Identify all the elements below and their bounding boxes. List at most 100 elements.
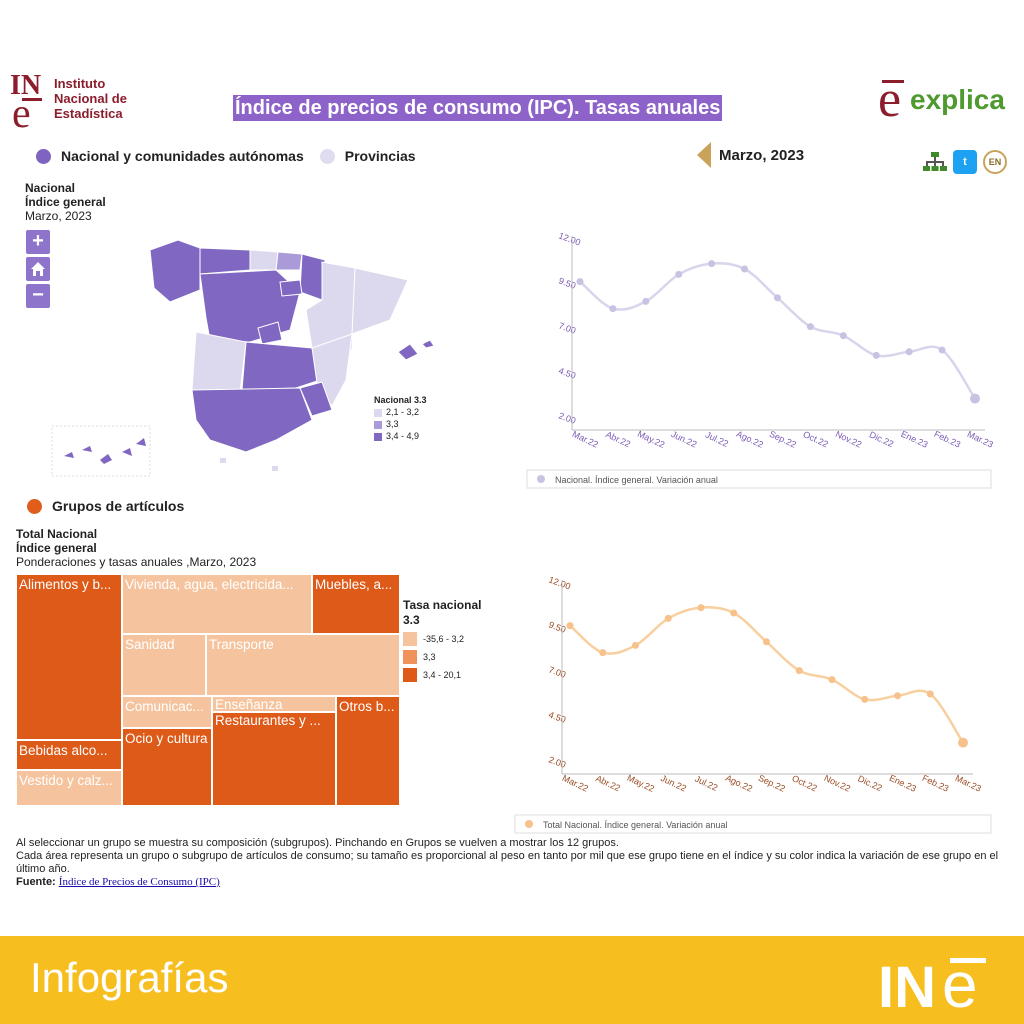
region-la-rioja[interactable] <box>279 279 303 297</box>
data-point[interactable] <box>795 667 803 675</box>
region-baleares[interactable] <box>397 339 435 361</box>
home-button[interactable] <box>26 257 50 281</box>
footer-label: Infografías <box>30 954 229 1001</box>
region-navarra[interactable] <box>299 253 326 301</box>
zoom-out-button[interactable]: − <box>26 284 50 308</box>
region-canarias[interactable] <box>64 438 146 464</box>
data-point[interactable] <box>632 641 639 649</box>
treemap-cell-comunicaciones[interactable]: Comunicac... <box>122 696 212 728</box>
radio-provinces-label[interactable]: Provincias <box>344 148 416 164</box>
treemap-cell-sanidad[interactable]: Sanidad <box>122 634 206 696</box>
region-asturias[interactable] <box>199 247 251 275</box>
data-point[interactable] <box>926 690 934 698</box>
treemap-heading-scope: Total Nacional <box>16 527 98 541</box>
data-point[interactable] <box>938 346 946 354</box>
x-tick-label: Ene.23 <box>888 773 918 794</box>
current-date: Marzo, 2023 <box>719 146 805 164</box>
region-castilla-leon[interactable] <box>199 269 301 343</box>
note-line-1: Al seleccionar un grupo se muestra su co… <box>16 837 619 849</box>
treemap-cell-bebidas[interactable]: Bebidas alco... <box>16 740 122 770</box>
radio-groups[interactable] <box>27 498 42 514</box>
data-point[interactable] <box>806 323 814 331</box>
data-point[interactable] <box>697 604 705 612</box>
data-point[interactable] <box>970 393 980 404</box>
spain-map[interactable] <box>50 230 450 480</box>
map-heading-scope: Nacional <box>25 181 76 195</box>
data-point[interactable] <box>741 265 749 273</box>
region-cataluna[interactable] <box>351 267 409 335</box>
twitter-icon[interactable]: t <box>953 150 977 174</box>
treemap-cell-vivienda[interactable]: Vivienda, agua, electricida... <box>122 574 312 634</box>
region-murcia[interactable] <box>299 381 333 417</box>
treemap-cell-restaurantes[interactable]: Restaurantes y ... <box>212 712 336 806</box>
region-galicia[interactable] <box>149 239 201 303</box>
x-tick-label: Abr.22 <box>604 429 632 449</box>
treemap-cell-vestido[interactable]: Vestido y calz... <box>16 770 122 806</box>
data-point[interactable] <box>566 622 574 630</box>
language-en-icon[interactable]: EN <box>983 150 1007 174</box>
radio-national-communities[interactable] <box>36 148 51 164</box>
data-point[interactable] <box>958 737 968 748</box>
radio-groups-label[interactable]: Grupos de artículos <box>52 498 185 514</box>
x-tick-label: Jun.22 <box>670 429 699 449</box>
legend-label[interactable]: Total Nacional. Índice general. Variació… <box>543 820 727 830</box>
ine-logo[interactable]: IN e Instituto Nacional de Estadística <box>10 70 127 137</box>
data-point[interactable] <box>730 609 738 617</box>
radio-provinces[interactable] <box>319 148 335 164</box>
x-tick-label: May.22 <box>636 429 666 450</box>
data-point[interactable] <box>894 692 901 700</box>
treemap-cell-otros[interactable]: Otros b... <box>336 696 400 806</box>
treemap-cell-transporte[interactable]: Transporte <box>206 634 400 696</box>
region-andalucia[interactable] <box>191 387 313 453</box>
series-line <box>569 606 965 744</box>
treemap-cell-muebles[interactable]: Muebles, a... <box>312 574 400 634</box>
treemap-legend-item: 3,3 <box>403 650 483 664</box>
y-tick-label: 7.00 <box>547 664 567 679</box>
data-point[interactable] <box>763 638 770 646</box>
map-legend: Nacional 3.3 2,1 - 3,2 3,3 3,4 - 4,9 <box>374 394 427 442</box>
data-point[interactable] <box>839 332 847 340</box>
region-madrid[interactable] <box>257 321 283 345</box>
region-melilla[interactable] <box>272 466 278 471</box>
data-point[interactable] <box>599 649 607 657</box>
x-tick-label: Ago.22 <box>724 773 754 794</box>
data-point[interactable] <box>642 297 650 305</box>
canarias-inset-frame <box>51 425 151 477</box>
data-point[interactable] <box>828 676 836 684</box>
x-tick-label: May.22 <box>626 773 656 794</box>
data-point[interactable] <box>708 260 716 268</box>
region-cantabria[interactable] <box>249 249 279 271</box>
data-point[interactable] <box>905 348 913 356</box>
sitemap-icon[interactable] <box>923 150 947 174</box>
region-pais-vasco[interactable] <box>275 251 303 271</box>
treemap-cell-ocio[interactable]: Ocio y cultura <box>122 728 212 806</box>
scope-selector: Nacional y comunidades autónomas Provinc… <box>36 148 432 164</box>
x-tick-label: Dic.22 <box>868 429 895 449</box>
data-point[interactable] <box>609 305 617 313</box>
data-point[interactable] <box>872 351 880 359</box>
data-point[interactable] <box>861 695 869 703</box>
y-tick-label: 9.50 <box>547 619 567 634</box>
legend-label[interactable]: Nacional. Índice general. Variación anua… <box>555 475 718 485</box>
ine-logo-text: Instituto Nacional de Estadística <box>54 76 127 121</box>
data-point[interactable] <box>576 278 584 286</box>
map-heading: Nacional Índice general Marzo, 2023 <box>25 181 106 223</box>
data-point[interactable] <box>675 270 683 278</box>
zoom-in-button[interactable]: + <box>26 230 50 254</box>
explica-logo[interactable]: e explica <box>878 71 1005 128</box>
region-castilla-la-mancha[interactable] <box>241 341 321 391</box>
source-label: Fuente: <box>16 876 56 888</box>
x-tick-label: Nov.22 <box>834 429 863 450</box>
data-point[interactable] <box>664 614 672 622</box>
previous-date-arrow-icon[interactable] <box>697 142 711 168</box>
treemap-cell-ensenanza[interactable]: Enseñanza <box>212 696 336 712</box>
source-link[interactable]: Índice de Precios de Consumo (IPC) <box>58 876 220 888</box>
radio-national-communities-label[interactable]: Nacional y comunidades autónomas <box>61 148 304 164</box>
region-extremadura[interactable] <box>191 331 247 393</box>
region-ceuta[interactable] <box>220 458 226 463</box>
data-point[interactable] <box>774 294 781 302</box>
treemap-cell-alimentos[interactable]: Alimentos y b... <box>16 574 122 740</box>
chart-legend-box <box>514 814 992 834</box>
